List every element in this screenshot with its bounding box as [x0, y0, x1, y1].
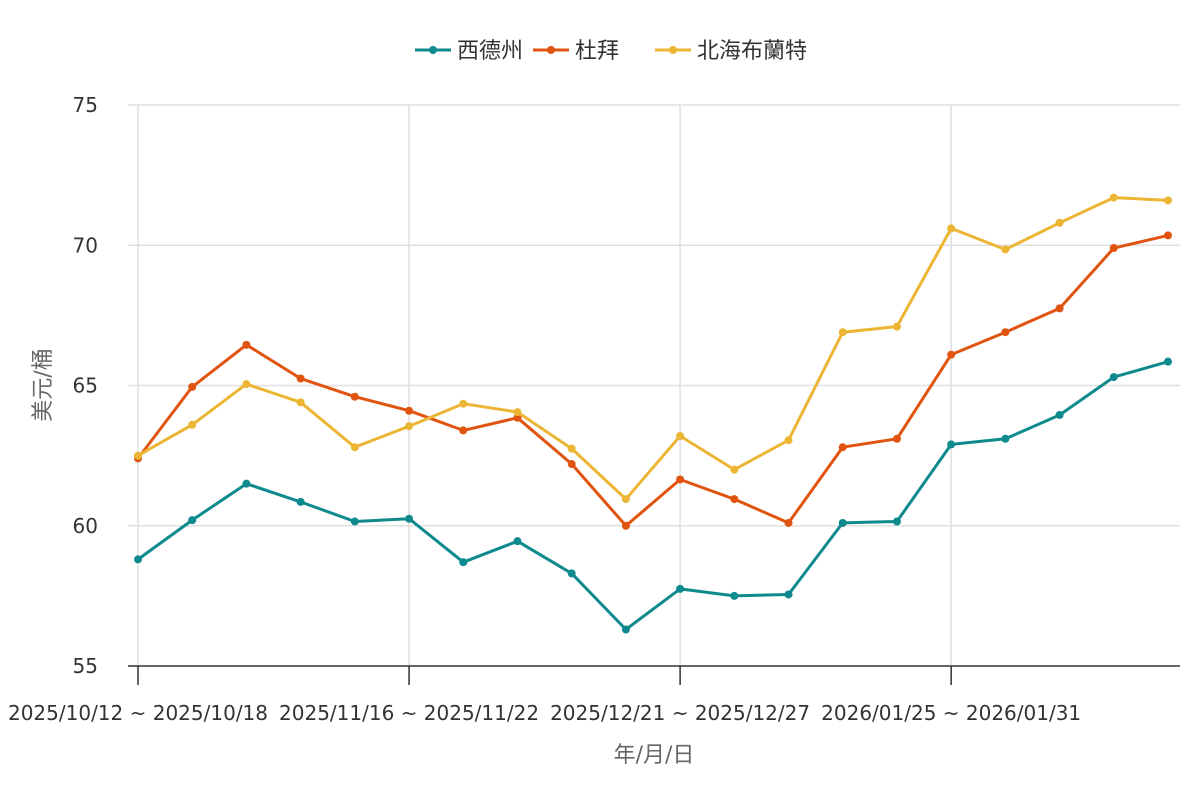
- series-group: [134, 193, 1172, 634]
- data-point[interactable]: [1109, 193, 1118, 202]
- data-point[interactable]: [1001, 245, 1010, 254]
- legend-label: 北海布蘭特: [697, 39, 807, 64]
- data-point[interactable]: [730, 591, 739, 600]
- legend: 西德州 杜拜 北海布蘭特: [415, 39, 807, 64]
- data-point[interactable]: [350, 517, 359, 526]
- data-point[interactable]: [405, 422, 414, 431]
- data-point[interactable]: [621, 495, 630, 504]
- data-point[interactable]: [892, 434, 901, 443]
- data-point[interactable]: [784, 590, 793, 599]
- data-point[interactable]: [350, 392, 359, 401]
- data-point[interactable]: [892, 322, 901, 331]
- data-point[interactable]: [1001, 434, 1010, 443]
- legend-label: 杜拜: [575, 39, 619, 64]
- y-tick-label: 65: [73, 374, 98, 398]
- x-tick-label: 2025/10/12 ~ 2025/10/18: [8, 701, 268, 725]
- x-tick-label: 2025/11/16 ~ 2025/11/22: [279, 701, 539, 725]
- data-point[interactable]: [947, 350, 956, 359]
- legend-dot-icon: [547, 46, 555, 54]
- data-point[interactable]: [676, 475, 685, 484]
- data-point[interactable]: [513, 408, 522, 417]
- data-point[interactable]: [1001, 328, 1010, 337]
- data-point[interactable]: [730, 465, 739, 474]
- data-point[interactable]: [134, 451, 142, 460]
- data-point[interactable]: [350, 443, 359, 452]
- data-point[interactable]: [838, 443, 847, 452]
- data-point[interactable]: [188, 420, 197, 429]
- series-line: [137, 360, 1169, 631]
- data-point[interactable]: [513, 413, 522, 422]
- data-point[interactable]: [1055, 218, 1064, 227]
- y-tick-label: 70: [73, 233, 98, 257]
- legend-item[interactable]: 杜拜: [533, 39, 619, 64]
- legend-item[interactable]: 北海布蘭特: [655, 39, 807, 64]
- legend-dot-icon: [429, 46, 437, 54]
- data-point[interactable]: [296, 497, 305, 506]
- data-point[interactable]: [1055, 410, 1064, 419]
- data-point[interactable]: [242, 380, 251, 389]
- data-point[interactable]: [459, 426, 468, 435]
- data-point[interactable]: [242, 340, 251, 349]
- data-point[interactable]: [567, 460, 576, 469]
- legend-label: 西德州: [457, 39, 523, 64]
- axes: 55 60 65 70 75 2025/10/12 ~ 2025/10/18 2025/11…: [8, 93, 1180, 725]
- data-point[interactable]: [730, 495, 739, 504]
- data-point[interactable]: [513, 537, 522, 546]
- data-point[interactable]: [405, 406, 414, 415]
- data-point[interactable]: [676, 584, 685, 593]
- data-point[interactable]: [676, 431, 685, 440]
- y-axis-title: 美元/桶: [31, 348, 56, 421]
- data-point[interactable]: [296, 398, 305, 407]
- legend-item[interactable]: 西德州: [415, 39, 523, 64]
- data-point[interactable]: [459, 399, 468, 408]
- data-point[interactable]: [892, 517, 901, 526]
- data-point[interactable]: [947, 224, 956, 233]
- data-point[interactable]: [838, 328, 847, 337]
- data-point[interactable]: [567, 444, 576, 453]
- y-tick-label: 60: [73, 514, 98, 538]
- data-point[interactable]: [947, 440, 956, 449]
- data-point[interactable]: [134, 555, 142, 564]
- y-tick-label: 75: [73, 93, 98, 117]
- data-point[interactable]: [1055, 304, 1064, 313]
- data-point[interactable]: [405, 514, 414, 523]
- data-point[interactable]: [621, 521, 630, 530]
- data-point[interactable]: [1164, 196, 1172, 205]
- data-point[interactable]: [784, 518, 793, 527]
- data-point[interactable]: [1109, 244, 1118, 253]
- data-point[interactable]: [621, 625, 630, 634]
- data-point[interactable]: [188, 382, 197, 391]
- data-point[interactable]: [838, 518, 847, 527]
- data-point[interactable]: [784, 436, 793, 445]
- data-point[interactable]: [242, 479, 251, 488]
- data-point[interactable]: [1164, 357, 1172, 366]
- data-point[interactable]: [1109, 373, 1118, 382]
- data-point[interactable]: [296, 374, 305, 383]
- series-line: [136, 233, 1169, 528]
- x-axis-title: 年/月/日: [614, 743, 695, 768]
- data-point[interactable]: [459, 558, 468, 567]
- data-point[interactable]: [567, 569, 576, 578]
- data-point[interactable]: [188, 516, 197, 525]
- x-tick-label: 2026/01/25 ~ 2026/01/31: [821, 701, 1081, 725]
- series-line: [137, 196, 1169, 501]
- x-tick-label: 2025/12/21 ~ 2025/12/27: [550, 701, 810, 725]
- y-tick-label: 55: [73, 654, 98, 678]
- legend-dot-icon: [669, 46, 677, 54]
- data-point[interactable]: [1164, 231, 1172, 240]
- grid-lines: [128, 104, 1180, 667]
